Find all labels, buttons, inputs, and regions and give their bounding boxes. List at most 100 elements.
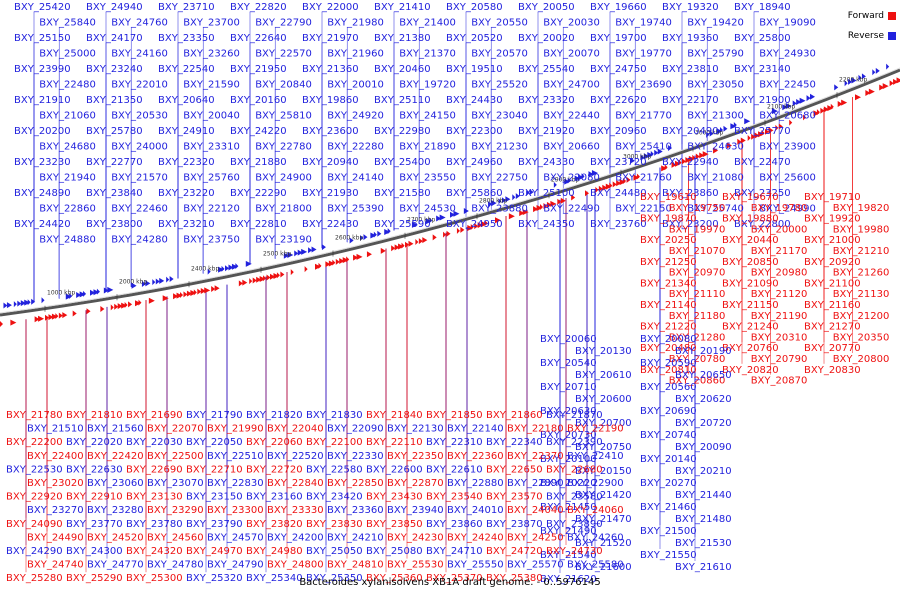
reverse-feature-arrow [155, 278, 160, 285]
gene-label-forward: BXY_20000 [751, 224, 808, 235]
gene-label-reverse: BXY_22320 [158, 157, 215, 168]
gene-label-reverse: BXY_24890 [14, 188, 71, 199]
gene-label-reverse: BXY_25860 [446, 188, 503, 199]
gene-label: BXY_21850 [426, 410, 483, 421]
gene-label: BXY_24810 [327, 560, 384, 571]
gene-label-reverse: BXY_20070 [543, 49, 600, 60]
gene-label-reverse: BXY_23350 [158, 33, 215, 44]
gene-label: BXY_21860 [486, 410, 543, 421]
forward-feature-arrow [266, 274, 271, 281]
gene-label: BXY_22390 [546, 437, 603, 448]
forward-feature-arrow [197, 288, 202, 295]
forward-feature-arrow [200, 288, 206, 295]
forward-feature-arrow [263, 275, 267, 282]
gene-label-forward: BXY_21250 [640, 257, 697, 268]
gene-label: BXY_22020 [66, 437, 123, 448]
gene-label: BXY_22610 [426, 464, 483, 475]
forward-feature-arrow [356, 253, 363, 260]
gene-label-forward: BXY_21180 [669, 311, 726, 322]
reverse-feature-arrow [491, 200, 497, 207]
gene-label: BXY_22920 [6, 492, 63, 503]
gene-label-reverse: BXY_24910 [158, 126, 215, 137]
gene-label-reverse: BXY_25770 [734, 126, 791, 137]
gene-label-reverse: BXY_20750 [575, 442, 632, 453]
gene-label-reverse: BXY_21910 [14, 95, 71, 106]
gene-label-reverse: BXY_19090 [759, 18, 816, 29]
forward-feature-arrow [685, 157, 691, 164]
reverse-feature-arrow [221, 265, 225, 272]
gene-label-reverse: BXY_21970 [302, 33, 359, 44]
forward-feature-arrow [183, 291, 188, 298]
gene-label: BXY_24970 [186, 546, 243, 557]
gene-label-reverse: BXY_24170 [86, 33, 143, 44]
gene-label-reverse: BXY_19660 [590, 2, 647, 13]
gene-label-forward: BXY_20350 [833, 332, 890, 343]
gene-label-reverse: BXY_21380 [374, 33, 431, 44]
gene-label: BXY_24790 [207, 560, 264, 571]
reverse-feature-arrow [723, 125, 728, 132]
gene-label: BXY_22520 [267, 451, 324, 462]
gene-label-reverse: BXY_21420 [575, 490, 632, 501]
forward-feature-arrow [62, 312, 68, 319]
reverse-feature-arrow [588, 171, 594, 178]
forward-feature-arrow [688, 155, 695, 162]
reverse-feature-arrow [69, 293, 73, 300]
gene-label-forward: BXY_21210 [833, 246, 890, 257]
gene-label-reverse: BXY_24530 [399, 204, 456, 215]
kbp-tick-label: 3000 kbp [695, 129, 723, 136]
gene-label-reverse: BXY_23840 [86, 188, 143, 199]
gene-label-reverse: BXY_22450 [759, 80, 816, 91]
reverse-feature-arrow [65, 293, 72, 300]
gene-label-reverse: BXY_25400 [374, 157, 431, 168]
gene-label-reverse: BXY_20130 [575, 346, 632, 357]
forward-feature-arrow [816, 109, 820, 116]
gene-label: BXY_25320 [186, 573, 243, 584]
forward-feature-arrow [211, 285, 216, 292]
gene-label-reverse: BXY_24880 [39, 235, 96, 246]
legend-reverse-swatch [888, 32, 896, 40]
forward-feature-arrow [813, 110, 820, 117]
gene-label: BXY_22190 [567, 424, 624, 435]
gene-label-reverse: BXY_19320 [662, 2, 719, 13]
gene-label-reverse: BXY_23230 [14, 157, 71, 168]
gene-label-reverse: BXY_24920 [327, 111, 384, 122]
gene-label: BXY_24740 [27, 560, 84, 571]
gene-label: BXY_22060 [246, 437, 303, 448]
forward-feature-arrow [456, 227, 460, 234]
gene-label: BXY_22710 [186, 464, 243, 475]
gene-label-forward: BXY_20830 [804, 365, 861, 376]
gene-label: BXY_24520 [87, 532, 144, 543]
forward-feature-arrow [678, 159, 682, 166]
gene-label-reverse: BXY_19700 [590, 33, 647, 44]
forward-feature-arrow [259, 275, 266, 282]
gene-label: BXY_23330 [267, 505, 324, 516]
gene-label-reverse: BXY_21060 [39, 111, 96, 122]
forward-feature-arrow [10, 319, 17, 326]
forward-feature-arrow [751, 133, 756, 140]
gene-label-reverse: BXY_25600 [759, 173, 816, 184]
gene-label-reverse: BXY_25790 [687, 49, 744, 60]
gene-label-forward: BXY_21170 [751, 246, 808, 257]
gene-label-reverse: BXY_20520 [446, 33, 503, 44]
gene-label-reverse: BXY_22980 [374, 126, 431, 137]
reverse-feature-arrow [377, 230, 382, 237]
gene-label-reverse: BXY_24750 [590, 64, 647, 75]
legend-reverse-label: Reverse [847, 31, 884, 41]
forward-feature-arrow [45, 314, 49, 321]
forward-feature-arrow [325, 261, 331, 268]
gene-label: BXY_22200 [6, 437, 63, 448]
gene-label: BXY_22070 [147, 424, 204, 435]
gene-label: BXY_23150 [186, 492, 243, 503]
gene-label-reverse: BXY_23220 [158, 188, 215, 199]
gene-label-forward: BXY_20870 [751, 376, 808, 387]
gene-label-reverse: BXY_22280 [327, 142, 384, 153]
gene-label: BXY_23020 [27, 478, 84, 489]
gene-label: BXY_23070 [147, 478, 204, 489]
forward-feature-arrow [695, 153, 700, 160]
gene-label-forward: BXY_21340 [640, 278, 697, 289]
gene-label: BXY_24320 [126, 546, 183, 557]
forward-feature-arrow [803, 114, 807, 121]
forward-feature-arrow [868, 88, 875, 95]
gene-label: BXY_22180 [507, 424, 564, 435]
